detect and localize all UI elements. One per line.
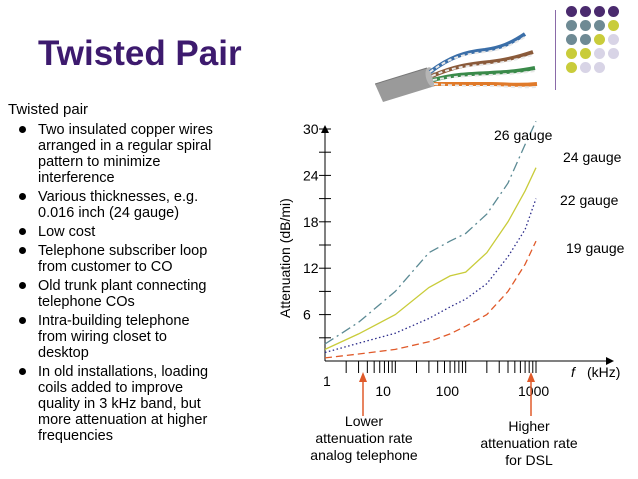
x-axis-label-unit: (kHz) [587,364,620,380]
slide-title: Twisted Pair [38,34,242,73]
decorative-dot [608,6,619,17]
bullet-line: Intra-building telephone [38,313,190,329]
twisted-pair-cable-image [375,32,538,102]
x-tick-label: 10 [375,383,391,399]
annotation-text: Lower [345,413,383,429]
annotation-text: attenuation rate [315,430,413,446]
series-label: 24 gauge [563,149,622,165]
x-tick-label: 100 [436,383,460,399]
bullet-line: arranged in a regular spiral [38,138,212,154]
decorative-dot [566,34,577,45]
series-line [324,121,537,345]
y-tick-label: 6 [303,307,311,323]
bullet-line: from wiring closet to [38,329,167,345]
decorative-dot [594,48,605,59]
annotation-arrow-icon [527,372,535,382]
decorative-dot [566,62,577,73]
bullet-dot-icon [19,126,26,133]
y-tick-label: 12 [303,260,319,276]
y-tick-label: 24 [303,167,319,183]
x-tick-label: 1 [323,373,331,389]
bullet-dot-icon [19,317,26,324]
bullet-line: from customer to CO [38,259,173,275]
bullet-dot-icon [19,282,26,289]
y-axis-label: Attenuation (dB/mi) [277,198,293,318]
bullet-line: Telephone subscriber loop [38,243,208,259]
bullet-item: Low cost [8,224,268,240]
divider-line [555,10,556,90]
bullet-dot-icon [19,228,26,235]
decorative-dot [566,6,577,17]
decorative-dot [566,20,577,31]
bullet-dot-icon [19,368,26,375]
decorative-dot [580,48,591,59]
bullet-item: Old trunk plant connecting telephone COs [8,278,268,310]
bullet-item: Telephone subscriber loop from customer t… [8,243,268,275]
bullet-line: In old installations, loading [38,364,209,380]
bullet-line: interference [38,170,115,186]
bullet-line: frequencies [38,428,113,444]
series-line [324,198,537,354]
bullet-item: In old installations, loading coils added… [8,364,268,444]
bullet-line: telephone COs [38,294,135,310]
decorative-dot [580,6,591,17]
y-tick-label: 18 [303,214,319,230]
decorative-dot [580,62,591,73]
series-label: 26 gauge [494,127,553,143]
x-axis-arrow-icon [606,357,614,365]
decorative-dot [580,20,591,31]
decorative-dot [608,48,619,59]
decorative-dot [594,20,605,31]
x-tick-label: 1000 [518,383,549,399]
intro-text: Twisted pair [8,101,89,118]
bullet-item: Various thicknesses, e.g. 0.016 inch (24 … [8,189,268,221]
bullet-line: quality in 3 kHz band, but [38,396,201,412]
series-line [324,240,537,359]
decorative-dot [594,34,605,45]
bullet-line: coils added to improve [38,380,184,396]
bullet-list: Two insulated copper wires arranged in a … [8,122,268,447]
bullet-line: Low cost [38,224,96,240]
bullet-item: Two insulated copper wires arranged in a … [8,122,268,186]
x-axis-label-symbol: f [571,364,577,380]
annotation-text: analog telephone [310,447,418,463]
series-line [324,167,537,350]
decorative-dot [608,20,619,31]
bullet-line: 0.016 inch (24 gauge) [38,205,180,221]
bullet-dot-icon [19,247,26,254]
decorative-dot [566,48,577,59]
decorative-dot [580,34,591,45]
decorative-dot [594,6,605,17]
bullet-line: more attenuation at higher [38,412,208,428]
bullet-dot-icon [19,193,26,200]
decorative-dot [594,62,605,73]
cable-icon [375,32,538,102]
bullet-line: pattern to minimize [38,154,161,170]
bullet-item: Intra-building telephone from wiring clos… [8,313,268,361]
bullet-line: Various thicknesses, e.g. [38,189,199,205]
series-label: 19 gauge [566,240,625,256]
annotation-arrow-icon [359,372,367,382]
annotation-text: attenuation rate [480,435,578,451]
y-tick-label: 30 [303,121,319,137]
annotation-text: for DSL [505,452,553,468]
decorative-dot [608,34,619,45]
bullet-line: desktop [38,345,89,361]
bullet-line: Two insulated copper wires [38,122,213,138]
series-label: 22 gauge [560,192,619,208]
bullet-line: Old trunk plant connecting [38,278,207,294]
annotation-text: Higher [508,418,550,434]
